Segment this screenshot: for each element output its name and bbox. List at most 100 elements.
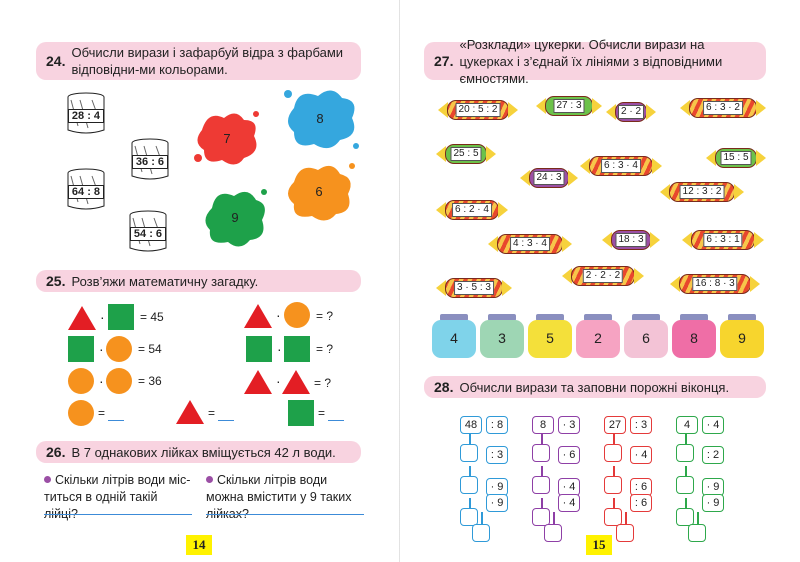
- page-number: 14: [186, 535, 212, 555]
- equals-sign: =: [98, 406, 106, 420]
- equation-result: = 54: [138, 342, 162, 356]
- task-text: Розв’яжи математичну загадку.: [71, 273, 259, 289]
- candy[interactable]: 6 : 2 · 4: [436, 200, 508, 220]
- chain-connector: [613, 498, 615, 508]
- empty-answer-box[interactable]: [604, 508, 622, 526]
- bucket-expression: 54 : 6: [130, 227, 166, 241]
- candy[interactable]: 2 · 2 · 2: [562, 266, 644, 286]
- empty-answer-box[interactable]: [544, 524, 562, 542]
- red-triangle: [244, 370, 272, 394]
- jar[interactable]: 3: [480, 314, 524, 360]
- chain-operation: · 4: [558, 494, 580, 512]
- candy[interactable]: 6 : 3 · 4: [580, 156, 662, 176]
- candy[interactable]: 18 : 3: [602, 230, 660, 250]
- task-text: Обчисли вирази і зафарбуй відра з фарбам…: [71, 45, 344, 77]
- candy[interactable]: 3 · 5 : 3: [436, 278, 512, 298]
- chain-connector: [553, 512, 555, 524]
- chain-connector: [613, 434, 615, 444]
- chain-operation: · 3: [558, 416, 580, 434]
- answer-line[interactable]: [44, 514, 192, 515]
- chain-start-value: 4: [676, 416, 698, 434]
- paint-splash-red: 7: [192, 108, 262, 170]
- empty-answer-box[interactable]: [532, 444, 550, 462]
- paint-splash-orange: 6: [282, 158, 356, 226]
- multiply-sign: ·: [277, 341, 282, 357]
- empty-answer-box[interactable]: [532, 476, 550, 494]
- chain-connector: [685, 434, 687, 444]
- bucket-expression: 36 : 6: [132, 155, 168, 169]
- candy[interactable]: 25 : 5: [436, 144, 496, 164]
- chain-connector: [685, 498, 687, 508]
- blob-value: 7: [223, 131, 231, 146]
- jar[interactable]: 4: [432, 314, 476, 360]
- candy[interactable]: 27 : 3: [536, 96, 602, 116]
- candy[interactable]: 6 : 3 · 2: [680, 98, 766, 118]
- green-square: [108, 304, 134, 330]
- empty-answer-box[interactable]: [472, 524, 490, 542]
- empty-answer-box[interactable]: [460, 508, 478, 526]
- empty-answer-box[interactable]: [676, 476, 694, 494]
- task-24-header: 24. Обчисли вирази і зафарбуй відра з фа…: [36, 42, 361, 80]
- jar-value: 6: [642, 330, 650, 346]
- candy-expression: 2 · 2 · 2: [582, 269, 624, 283]
- paint-bucket-1: 28 : 4: [66, 92, 106, 134]
- paint-splash-green: 9: [200, 184, 270, 252]
- jar-value: 5: [546, 330, 554, 346]
- orange-circle: [284, 302, 310, 328]
- empty-answer-box[interactable]: [604, 444, 622, 462]
- answer-blank[interactable]: [108, 420, 124, 421]
- candy[interactable]: 12 : 3 : 2: [660, 182, 744, 202]
- jar-value: 8: [690, 330, 698, 346]
- candy[interactable]: 16 : 8 · 3: [670, 274, 760, 294]
- chain-operation: · 6: [558, 446, 580, 464]
- candy[interactable]: 4 : 3 · 4: [488, 234, 572, 254]
- chain-connector: [697, 512, 699, 524]
- jar[interactable]: 5: [528, 314, 572, 360]
- task-number: 26.: [46, 443, 66, 460]
- chain-operation: · 9: [702, 494, 724, 512]
- empty-answer-box[interactable]: [676, 508, 694, 526]
- chain-operation: : 6: [630, 478, 652, 496]
- green-square: [246, 336, 272, 362]
- candy-expression: 6 : 3 : 1: [703, 233, 743, 247]
- answer-line[interactable]: [206, 514, 364, 515]
- jar[interactable]: 9: [720, 314, 764, 360]
- green-square: [284, 336, 310, 362]
- candy-expression: 18 : 3: [615, 233, 647, 247]
- chain-operation: : 8: [486, 416, 508, 434]
- chain-connector: [541, 434, 543, 444]
- candy[interactable]: 15 : 5: [706, 148, 766, 168]
- empty-answer-box[interactable]: [460, 444, 478, 462]
- orange-circle: [106, 368, 132, 394]
- jar[interactable]: 8: [672, 314, 716, 360]
- right-page: 27. «Розклади» цукерки. Обчисли вирази н…: [400, 0, 800, 562]
- chain-connector: [469, 466, 471, 476]
- answer-blank[interactable]: [328, 420, 344, 421]
- chain-connector: [685, 466, 687, 476]
- task-text: Обчисли вирази та заповни порожні віконц…: [459, 379, 730, 395]
- question-text: Скільки літрів води міс-титься в одній т…: [44, 473, 191, 521]
- candy-expression: 6 : 3 · 4: [601, 159, 641, 173]
- empty-answer-box[interactable]: [460, 476, 478, 494]
- red-triangle: [244, 304, 272, 328]
- task-27-header: 27. «Розклади» цукерки. Обчисли вирази н…: [424, 37, 766, 86]
- chain-connector: [541, 498, 543, 508]
- chain-operation: · 9: [486, 478, 508, 496]
- empty-answer-box[interactable]: [688, 524, 706, 542]
- candy-expression: 6 : 2 · 4: [452, 203, 492, 217]
- chain-connector: [541, 466, 543, 476]
- jar[interactable]: 2: [576, 314, 620, 360]
- empty-answer-box[interactable]: [604, 476, 622, 494]
- candy[interactable]: 24 : 3: [520, 168, 578, 188]
- green-square: [68, 336, 94, 362]
- empty-answer-box[interactable]: [616, 524, 634, 542]
- empty-answer-box[interactable]: [676, 444, 694, 462]
- candy[interactable]: 6 : 3 : 1: [682, 230, 764, 250]
- answer-blank[interactable]: [218, 420, 234, 421]
- empty-answer-box[interactable]: [532, 508, 550, 526]
- equation-result: = 36: [138, 374, 162, 388]
- candy[interactable]: 2 · 2: [606, 102, 656, 122]
- candy[interactable]: 20 : 5 : 2: [438, 100, 518, 120]
- jar[interactable]: 6: [624, 314, 668, 360]
- jar-value: 2: [594, 330, 602, 346]
